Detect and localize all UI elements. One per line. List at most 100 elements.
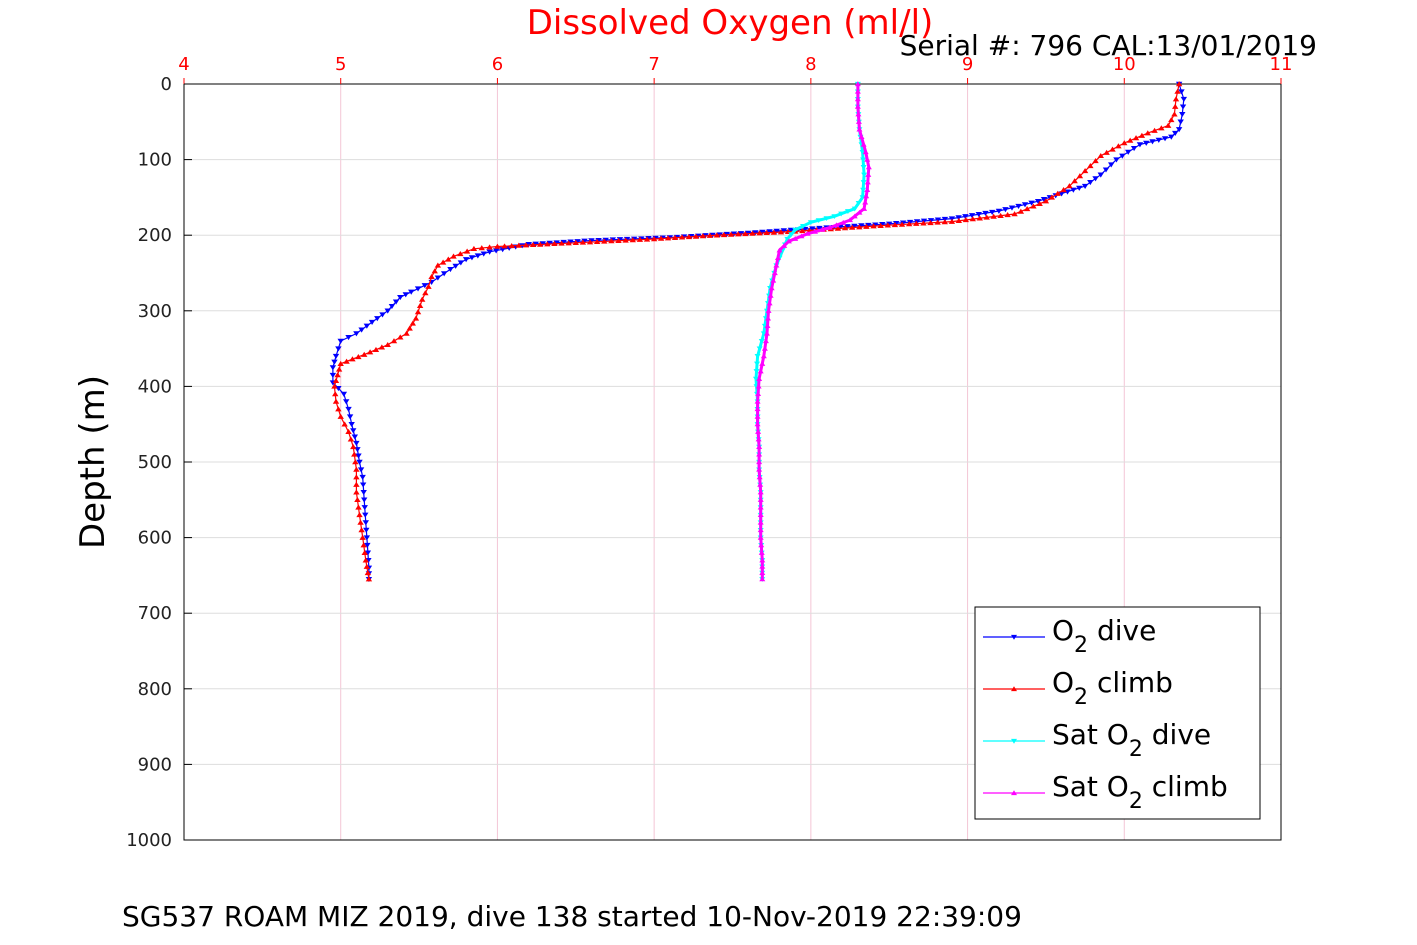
data-marker-sat_climb xyxy=(764,323,771,329)
data-marker-o2_dive xyxy=(988,209,996,215)
data-marker-o2_climb xyxy=(636,236,644,242)
data-marker-sat_dive xyxy=(851,206,858,212)
data-marker-o2_climb xyxy=(884,222,891,228)
data-marker-o2_climb xyxy=(501,243,508,249)
data-marker-o2_climb xyxy=(990,213,997,219)
data-marker-o2_dive xyxy=(920,218,928,224)
data-marker-sat_dive xyxy=(756,346,763,352)
data-marker-sat_climb xyxy=(757,481,764,487)
data-marker-o2_dive xyxy=(452,263,459,269)
data-marker-sat_climb xyxy=(756,474,763,480)
data-marker-sat_dive xyxy=(823,216,830,222)
series-sat_climb xyxy=(754,81,872,582)
legend-swatch-marker xyxy=(1011,738,1017,744)
legend-label-suffix: dive xyxy=(1143,718,1211,751)
data-marker-o2_dive xyxy=(1155,137,1162,143)
data-marker-o2_dive xyxy=(355,453,362,459)
data-marker-o2_dive xyxy=(353,331,360,337)
data-marker-sat_dive xyxy=(838,211,845,217)
legend-label: Sat O2 climb xyxy=(1052,770,1228,814)
data-marker-sat_climb xyxy=(804,230,811,236)
data-marker-sat_climb xyxy=(755,429,762,434)
data-marker-sat_climb xyxy=(854,103,861,109)
data-marker-o2_climb xyxy=(1097,152,1104,159)
data-marker-sat_climb xyxy=(864,156,871,162)
data-marker-o2_climb xyxy=(1060,186,1067,193)
serial-calibration-text: Serial #: 796 CAL:13/01/2019 xyxy=(900,29,1317,62)
data-marker-o2_climb xyxy=(1004,211,1011,218)
data-marker-o2_climb xyxy=(1042,198,1050,204)
data-marker-o2_climb xyxy=(350,444,357,450)
data-marker-sat_dive xyxy=(784,236,791,242)
data-marker-o2_dive xyxy=(1168,134,1175,140)
data-marker-o2_dive xyxy=(364,550,372,556)
data-marker-o2_climb xyxy=(470,245,478,252)
data-marker-o2_climb xyxy=(1092,157,1099,164)
legend-label-text: O xyxy=(1052,666,1074,699)
data-marker-o2_climb xyxy=(412,315,420,321)
y-tick-label: 300 xyxy=(138,301,172,322)
data-marker-o2_dive xyxy=(421,283,429,289)
x-tick-label: 8 xyxy=(805,54,816,75)
data-marker-o2_climb xyxy=(353,489,360,495)
series-line-sat_dive xyxy=(754,84,866,580)
data-marker-sat_dive xyxy=(754,361,761,367)
data-marker-sat_climb xyxy=(865,164,872,170)
data-marker-sat_climb xyxy=(862,149,869,155)
data-marker-o2_dive xyxy=(361,497,368,503)
data-marker-o2_climb xyxy=(486,244,493,250)
y-tick-label: 0 xyxy=(161,74,172,95)
data-marker-sat_climb xyxy=(785,238,792,244)
legend-label-subscript: 2 xyxy=(1074,633,1088,658)
data-marker-sat_dive xyxy=(844,209,851,214)
data-marker-o2_dive xyxy=(816,225,823,232)
data-marker-sat_climb xyxy=(798,233,805,239)
data-marker-o2_climb xyxy=(1109,146,1116,152)
data-marker-sat_climb xyxy=(854,96,861,102)
data-marker-o2_dive xyxy=(359,474,366,480)
data-marker-o2_dive xyxy=(1092,176,1099,182)
data-marker-o2_climb xyxy=(356,512,363,518)
data-marker-o2_climb xyxy=(337,413,344,419)
data-marker-sat_dive xyxy=(753,376,760,382)
legend-label: O2 climb xyxy=(1052,666,1173,710)
data-marker-sat_dive xyxy=(860,165,867,170)
data-marker-o2_dive xyxy=(1175,127,1183,133)
data-marker-o2_climb xyxy=(1172,103,1179,109)
legend-label-subscript: 2 xyxy=(1129,737,1143,762)
legend-label-suffix: climb xyxy=(1143,770,1228,803)
data-marker-o2_climb xyxy=(351,451,358,457)
data-marker-o2_dive xyxy=(358,327,365,333)
data-marker-o2_climb xyxy=(419,296,426,302)
data-marker-o2_climb xyxy=(927,219,934,226)
data-marker-o2_climb xyxy=(955,217,963,223)
data-marker-o2_dive xyxy=(364,542,371,549)
data-marker-o2_dive xyxy=(975,212,982,218)
data-marker-o2_dive xyxy=(1125,149,1132,155)
data-marker-o2_climb xyxy=(1144,130,1151,136)
data-marker-sat_climb xyxy=(756,376,763,381)
data-marker-o2_dive xyxy=(913,219,921,225)
data-marker-sat_climb xyxy=(755,383,762,389)
data-marker-sat_climb xyxy=(819,226,826,232)
data-marker-sat_dive xyxy=(861,172,868,178)
series-layer xyxy=(329,81,1188,583)
data-marker-sat_dive xyxy=(860,180,867,185)
data-marker-sat_climb xyxy=(759,570,766,575)
data-marker-o2_dive xyxy=(1180,96,1188,102)
data-marker-o2_climb xyxy=(1030,203,1037,209)
y-tick-label: 500 xyxy=(138,452,172,473)
data-marker-o2_dive xyxy=(434,275,442,281)
data-marker-o2_dive xyxy=(388,304,396,310)
data-marker-o2_climb xyxy=(335,406,342,412)
data-marker-o2_climb xyxy=(941,219,948,225)
data-marker-o2_climb xyxy=(1081,168,1089,174)
legend-label-text: O xyxy=(1052,614,1074,647)
data-marker-o2_dive xyxy=(402,292,409,298)
data-marker-sat_climb xyxy=(854,81,861,87)
data-marker-o2_climb xyxy=(565,240,572,246)
data-marker-o2_dive xyxy=(837,224,844,230)
data-marker-o2_dive xyxy=(1097,172,1104,178)
data-marker-o2_climb xyxy=(877,222,884,228)
data-marker-sat_climb xyxy=(756,451,763,457)
